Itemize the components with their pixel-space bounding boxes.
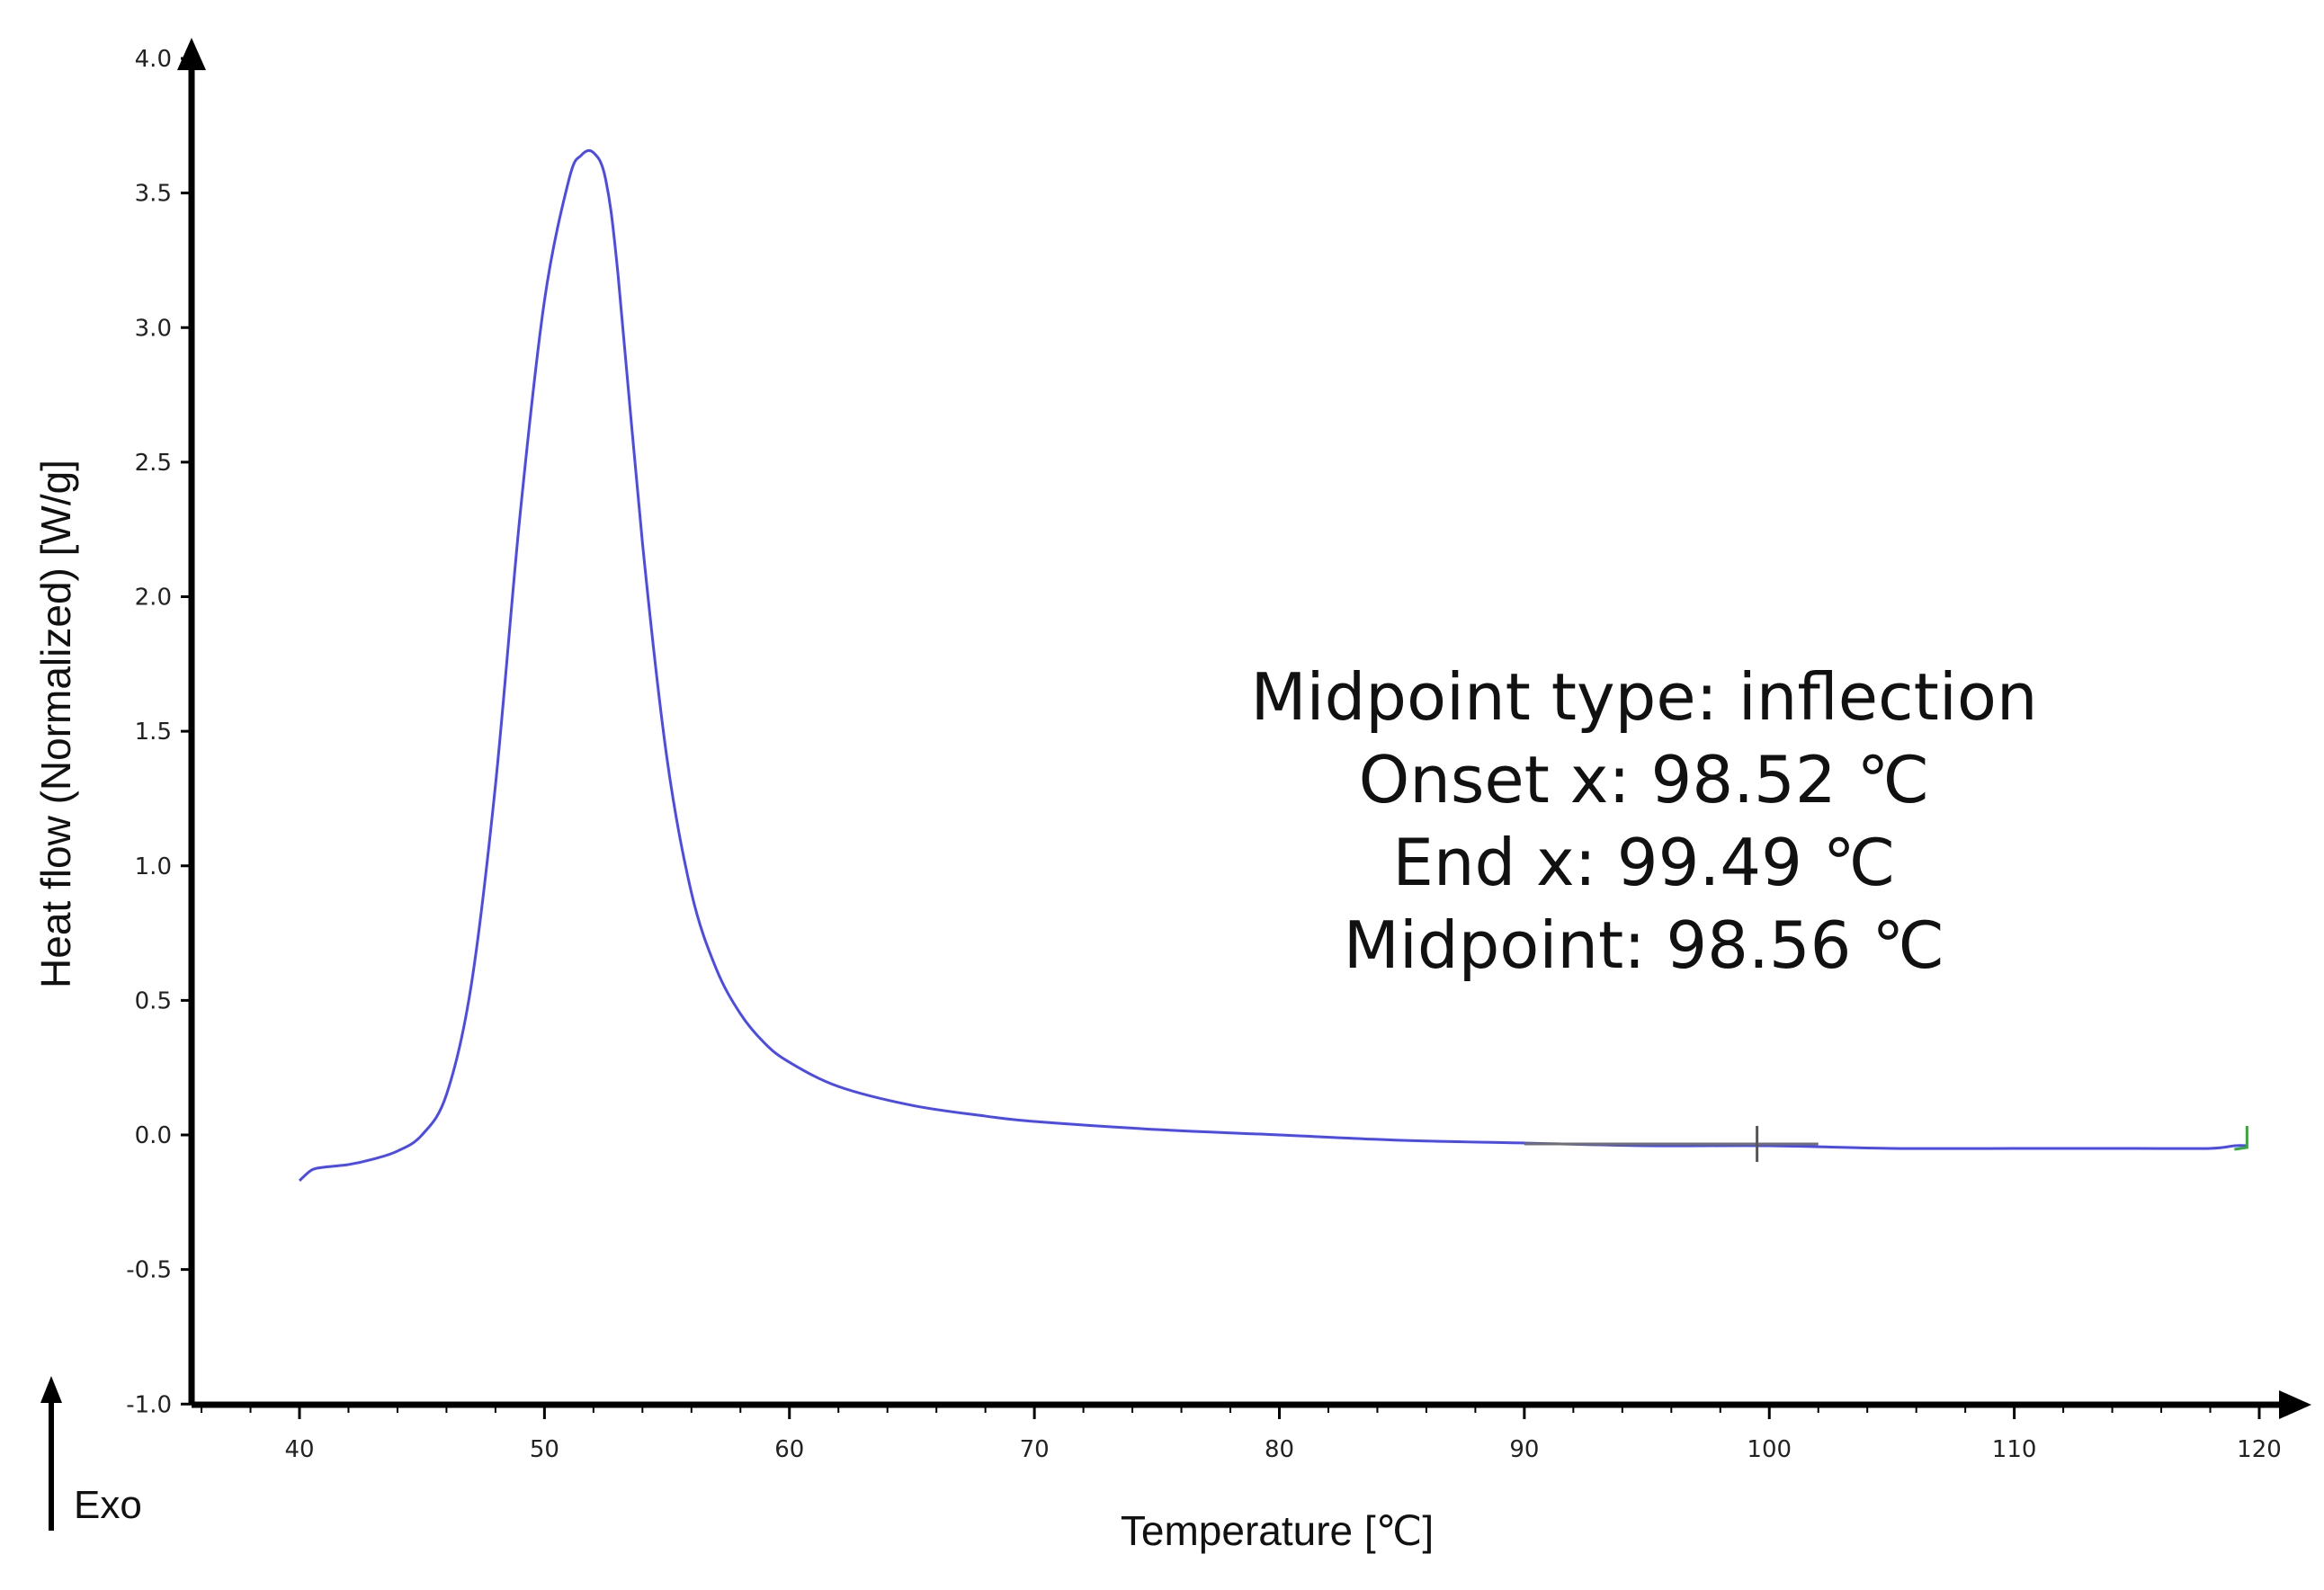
y-tick-label: 0.5 <box>135 987 172 1014</box>
exo-indicator: Exo <box>40 1376 142 1531</box>
y-axis-ticks: -1.0 -0.5 0.0 0.5 1.0 1.5 2.0 2.5 3.0 3.5 4.0 <box>126 46 192 1418</box>
marker-layer <box>1524 1125 2248 1162</box>
x-tick-label: 70 <box>1020 1436 1050 1463</box>
x-tick-label: 80 <box>1265 1436 1294 1463</box>
y-tick-label: -1.0 <box>126 1391 172 1418</box>
end-tail-marker <box>2234 1125 2248 1151</box>
series-line-heat-flow <box>298 148 2248 1182</box>
y-tick-label: 3.0 <box>135 315 172 342</box>
y-tick-label: 2.0 <box>135 585 172 612</box>
x-tick-label: 90 <box>1509 1436 1539 1463</box>
y-tick-label: 1.5 <box>135 719 172 746</box>
x-tick-label: 110 <box>1992 1436 2037 1463</box>
y-tick-label: -0.5 <box>126 1257 172 1284</box>
annotation-end: End x: 99.49 ℃ <box>1392 825 1895 900</box>
annotation-midpoint: Midpoint: 98.56 ℃ <box>1344 907 1944 983</box>
x-axis-arrow-icon <box>2279 1390 2311 1419</box>
x-tick-label: 100 <box>1747 1436 1792 1463</box>
x-tick-label: 40 <box>284 1436 314 1463</box>
annotation-box: Midpoint type: inflection Onset x: 98.52… <box>1250 659 2037 983</box>
exo-arrow-icon <box>40 1376 62 1403</box>
x-tick-label: 120 <box>2237 1436 2282 1463</box>
series-layer <box>298 148 2248 1182</box>
x-tick-label: 60 <box>774 1436 804 1463</box>
annotation-midpoint-type: Midpoint type: inflection <box>1250 659 2037 735</box>
y-tick-label: 1.0 <box>135 853 172 880</box>
x-axis-ticks: 40 50 60 70 80 90 100 110 120 <box>201 1405 2282 1463</box>
y-tick-label: 4.0 <box>135 46 172 73</box>
exo-label: Exo <box>74 1483 142 1527</box>
x-tick-label: 50 <box>530 1436 559 1463</box>
y-axis-title: Heat flow (Normalized) [W/g] <box>32 460 79 988</box>
y-tick-label: 0.0 <box>135 1122 172 1149</box>
y-tick-label: 2.5 <box>135 450 172 477</box>
y-axis-arrow-icon <box>177 38 206 70</box>
annotation-onset: Onset x: 98.52 ℃ <box>1359 742 1930 817</box>
y-tick-label: 3.5 <box>135 181 172 208</box>
x-axis-title: Temperature [℃] <box>1121 1507 1434 1554</box>
